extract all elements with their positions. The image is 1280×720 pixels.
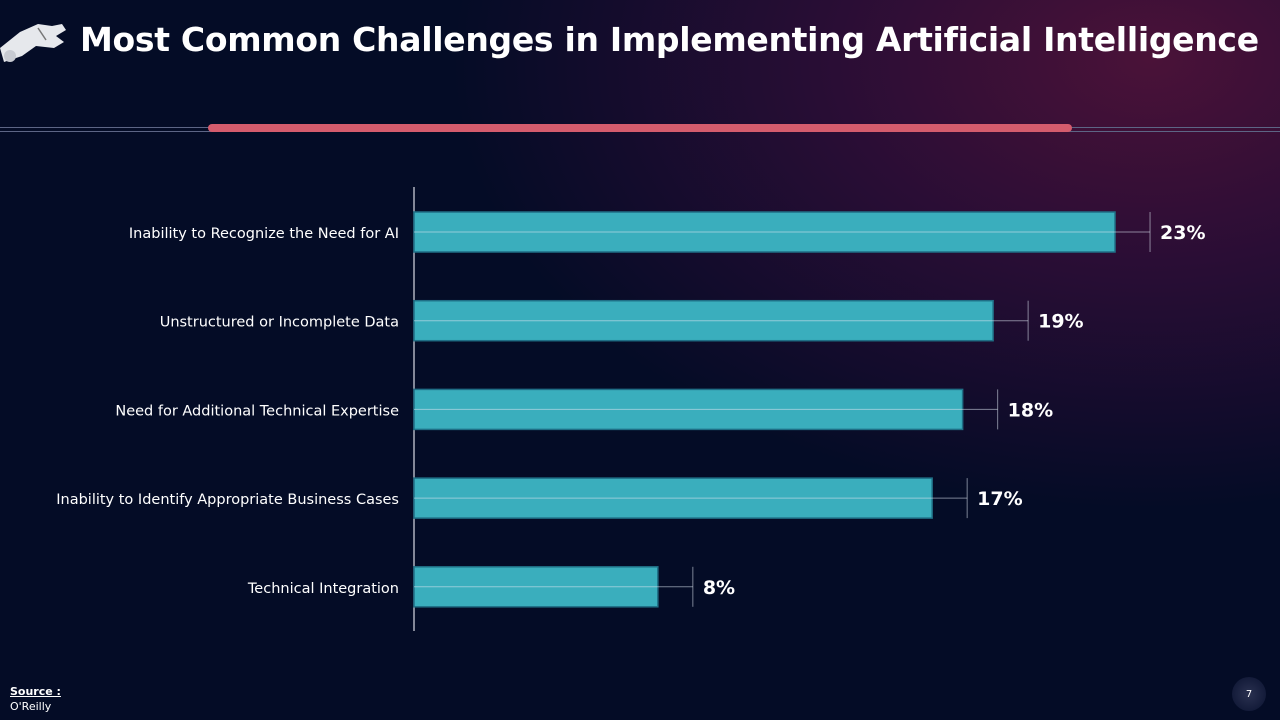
category-label: Unstructured or Incomplete Data xyxy=(160,315,399,331)
source-value: O'Reilly xyxy=(10,700,52,713)
data-label: 18% xyxy=(1008,399,1053,421)
robot-hand-icon xyxy=(0,24,66,62)
category-label: Inability to Recognize the Need for AI xyxy=(129,226,399,242)
category-label: Technical Integration xyxy=(247,581,399,597)
data-label: 8% xyxy=(703,577,735,599)
category-label: Inability to Identify Appropriate Busine… xyxy=(56,492,399,508)
title-accent-bar xyxy=(208,124,1072,132)
source-note: Source : O'Reilly xyxy=(10,684,61,714)
category-label: Need for Additional Technical Expertise xyxy=(115,403,399,419)
data-label: 17% xyxy=(977,488,1022,510)
source-label: Source : xyxy=(10,685,61,698)
page-number: 7 xyxy=(1232,677,1266,711)
data-label: 23% xyxy=(1160,222,1205,244)
data-label: 19% xyxy=(1038,311,1083,333)
page-title: Most Common Challenges in Implementing A… xyxy=(80,20,1259,59)
